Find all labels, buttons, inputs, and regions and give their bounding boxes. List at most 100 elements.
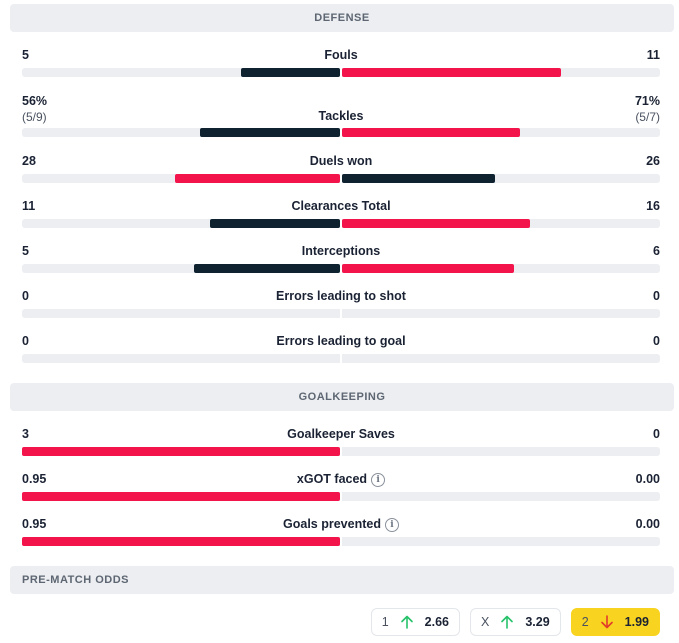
stat-bar — [22, 354, 660, 363]
stat-bar — [22, 447, 660, 456]
away-subvalue: (5/7) — [635, 110, 660, 124]
stat-values: 28 Duels won 26 — [22, 154, 660, 170]
stat-values: 5 Fouls 11 — [22, 48, 660, 64]
home-value-text: 0 — [22, 334, 29, 348]
away-bar-track — [342, 537, 660, 546]
stat-label-text: Duels won — [309, 154, 373, 168]
stat-row: 28 Duels won 26 — [22, 154, 660, 183]
away-bar-track — [342, 68, 660, 77]
stat-bar — [22, 537, 660, 546]
away-value-text: 11 — [646, 48, 660, 62]
stat-values: 0.95 Goals prevented i 0.00 — [22, 517, 660, 533]
stat-label: Clearances Total — [22, 199, 660, 213]
home-bar-track — [22, 447, 340, 456]
home-bar-fill — [200, 128, 340, 137]
away-bar-fill — [342, 219, 530, 228]
stat-row: 5 Interceptions 6 — [22, 244, 660, 273]
stat-values: 5 Interceptions 6 — [22, 244, 660, 260]
stat-label-text: xGOT faced — [296, 472, 368, 486]
home-bar-track — [22, 309, 340, 318]
home-bar-track — [22, 68, 340, 77]
stat-values: 11 Clearances Total 16 — [22, 199, 660, 215]
away-value-text: 0 — [653, 289, 660, 303]
odds-key: 1 — [381, 615, 389, 629]
stat-values: 0 Errors leading to goal 0 — [22, 334, 660, 350]
odds-value: 3.29 — [525, 615, 550, 629]
arrow-up-icon — [501, 615, 514, 629]
odds-section-title: PRE-MATCH ODDS — [22, 574, 130, 586]
defense-section-header: DEFENSE — [10, 4, 674, 32]
stat-label: Goalkeeper Saves — [22, 427, 660, 441]
stat-row: 11 Clearances Total 16 — [22, 199, 660, 228]
home-bar-track — [22, 354, 340, 363]
stat-label: Fouls — [22, 48, 660, 62]
goalkeeping-section-header: GOALKEEPING — [10, 383, 674, 411]
odds-key: 2 — [581, 615, 589, 629]
away-bar-fill — [342, 264, 514, 273]
arrow-up-icon — [400, 615, 413, 629]
home-value: 0 — [22, 334, 29, 348]
home-bar-track — [22, 174, 340, 183]
away-bar-track — [342, 447, 660, 456]
stat-label-text: Goalkeeper Saves — [287, 427, 395, 441]
away-value: 16 — [646, 199, 660, 213]
away-value-text: 0 — [653, 334, 660, 348]
stat-bar — [22, 68, 660, 77]
away-bar-track — [342, 309, 660, 318]
away-bar-track — [342, 219, 660, 228]
home-value-text: 5 — [22, 48, 29, 62]
home-bar-fill — [194, 264, 340, 273]
home-value-text: 5 — [22, 244, 29, 258]
away-value: 0.00 — [635, 472, 660, 486]
home-bar-fill — [175, 174, 340, 183]
stat-label: Goals prevented i — [22, 517, 660, 532]
away-value-text: 16 — [646, 199, 660, 213]
home-value-text: 56% — [22, 94, 48, 108]
home-bar-track — [22, 128, 340, 137]
home-subvalue: (5/9) — [22, 110, 47, 124]
info-icon[interactable]: i — [371, 473, 386, 487]
home-bar-fill — [22, 537, 340, 546]
home-bar-track — [22, 264, 340, 273]
stat-bar — [22, 309, 660, 318]
stat-row: 3 Goalkeeper Saves 0 — [22, 427, 660, 456]
info-icon[interactable]: i — [384, 518, 399, 532]
away-bar-fill — [342, 128, 520, 137]
home-value: 0.95 — [22, 517, 47, 531]
odds-button-2[interactable]: 2 1.99 — [570, 608, 660, 636]
stat-label-text: Errors leading to goal — [276, 334, 406, 348]
away-value: 6 — [653, 244, 660, 258]
stat-label: Errors leading to goal — [22, 334, 660, 348]
stat-values: 56% (5/9) Tackles 71% (5/7) — [22, 94, 660, 124]
away-value: 11 — [647, 48, 660, 62]
stat-row: 0 Errors leading to goal 0 — [22, 334, 660, 363]
stat-bar — [22, 219, 660, 228]
away-value-text: 71% — [634, 94, 660, 108]
stat-label: Duels won — [22, 154, 660, 168]
stat-label: Errors leading to shot — [22, 289, 660, 303]
odds-value: 1.99 — [624, 615, 649, 629]
stat-label-text: Interceptions — [301, 244, 381, 258]
away-value-text: 26 — [646, 154, 660, 168]
stat-bar — [22, 128, 660, 137]
stat-values: 0.95 xGOT faced i 0.00 — [22, 472, 660, 488]
odds-button-x[interactable]: X 3.29 — [470, 608, 561, 636]
home-bar-track — [22, 537, 340, 546]
odds-section-header: PRE-MATCH ODDS — [10, 566, 674, 594]
stat-label: Interceptions — [22, 244, 660, 258]
home-bar-fill — [241, 68, 340, 77]
stat-label-text: Clearances Total — [291, 199, 391, 213]
home-bar-track — [22, 492, 340, 501]
stat-row: 56% (5/9) Tackles 71% (5/7) — [22, 94, 660, 137]
stat-bar — [22, 264, 660, 273]
away-bar-track — [342, 264, 660, 273]
home-value: 28 — [22, 154, 36, 168]
defense-section-title: DEFENSE — [314, 12, 370, 24]
stat-label: Tackles — [22, 109, 660, 123]
away-value: 0 — [653, 427, 660, 441]
stat-row: 0.95 xGOT faced i 0.00 — [22, 472, 660, 501]
home-value: 0 — [22, 289, 29, 303]
odds-button-1[interactable]: 1 2.66 — [370, 608, 461, 636]
stat-bar — [22, 492, 660, 501]
away-bar-fill — [342, 68, 561, 77]
